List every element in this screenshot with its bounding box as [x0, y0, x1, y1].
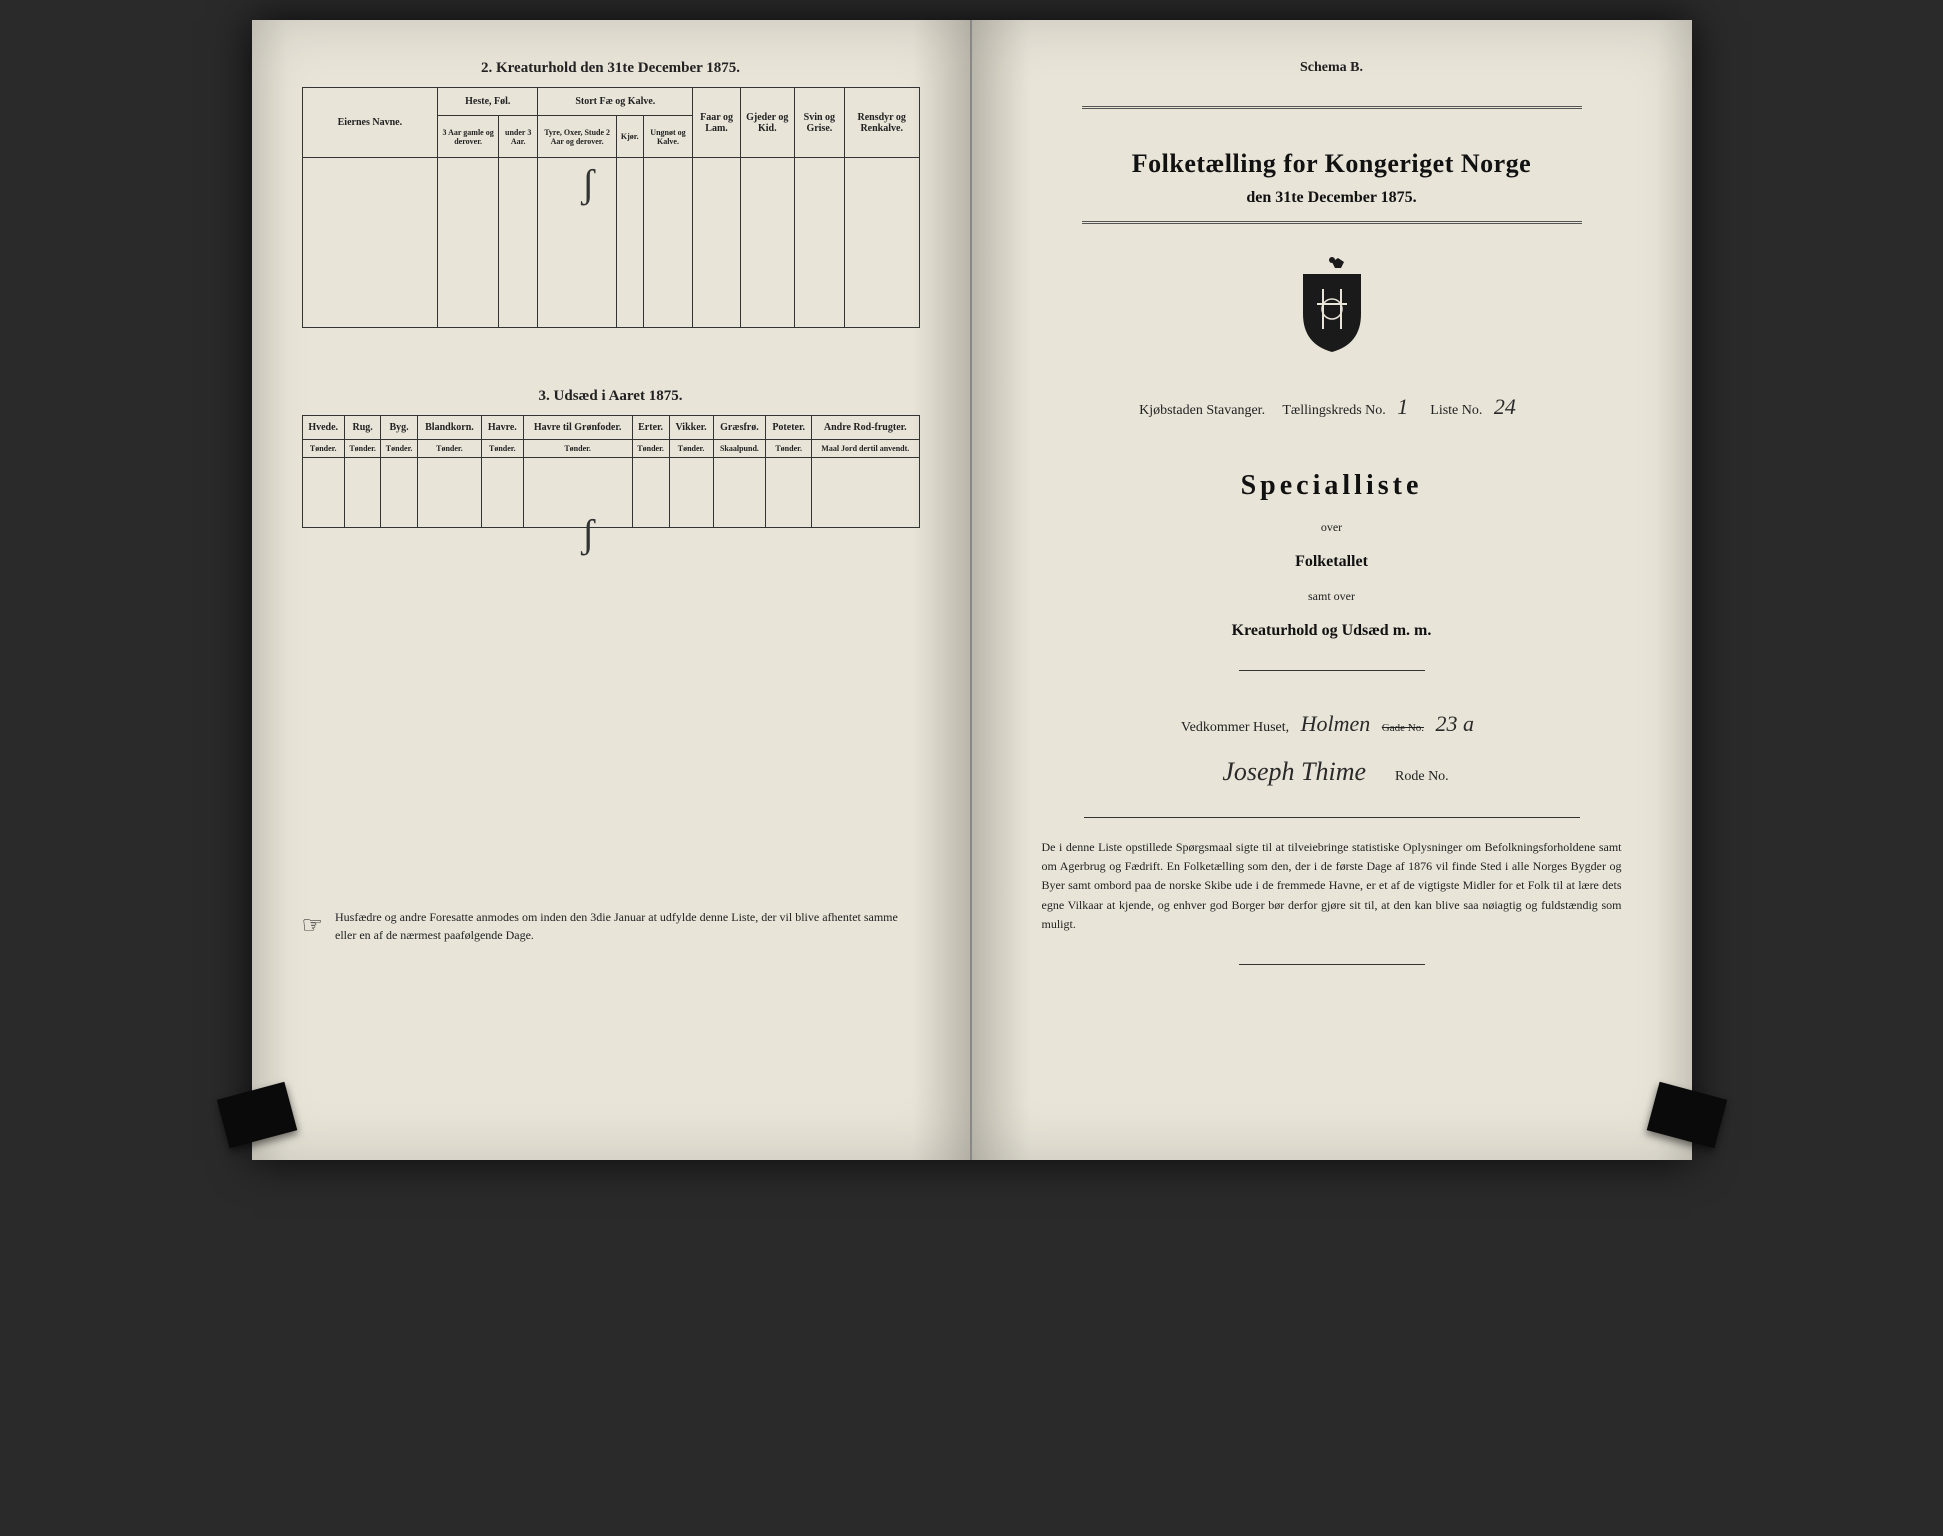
gade-value: 23 a [1427, 711, 1482, 736]
coat-of-arms-icon [1022, 254, 1642, 354]
c5: Havre til Grønfoder. [523, 416, 632, 440]
document-spread: 2. Kreaturhold den 31te December 1875. E… [252, 20, 1692, 1160]
col-c1: Tyre, Oxer, Stude 2 Aar og derover. [538, 116, 617, 158]
divider [1239, 670, 1425, 671]
right-page: Schema B. Folketælling for Kongeriget No… [972, 20, 1692, 1160]
s10: Maal Jord dertil anvendt. [812, 440, 919, 458]
over-label: over [1022, 520, 1642, 535]
house-line: Vedkommer Huset, Holmen Gade No. 23 a [1022, 711, 1642, 737]
c7: Vikker. [669, 416, 713, 440]
left-page: 2. Kreaturhold den 31te December 1875. E… [252, 20, 972, 1160]
c2: Byg. [381, 416, 417, 440]
location-line: Kjøbstaden Stavanger. Tællingskreds No. … [1022, 394, 1642, 420]
liste-label: Liste No. [1430, 403, 1482, 418]
s1: Tønder. [344, 440, 380, 458]
s4: Tønder. [482, 440, 524, 458]
col-c3: Ungnøt og Kalve. [643, 116, 693, 158]
col-owner: Eiernes Navne. [302, 88, 438, 158]
gade-label: Gade No. [1382, 722, 1424, 734]
kreatur-label: Kreaturhold og Udsæd m. m. [1022, 622, 1642, 640]
c6: Erter. [632, 416, 669, 440]
col-goats: Gjeder og Kid. [740, 88, 794, 158]
col-reindeer: Rensdyr og Renkalve. [844, 88, 919, 158]
s6: Tønder. [632, 440, 669, 458]
folketallet-label: Folketallet [1022, 553, 1642, 571]
document-subtitle: den 31te December 1875. [1022, 189, 1642, 207]
c1: Rug. [344, 416, 380, 440]
signature-line: Joseph Thime Rode No. [1022, 757, 1642, 787]
s5: Tønder. [523, 440, 632, 458]
s8: Skaalpund. [713, 440, 766, 458]
specialliste-heading: Specialliste [1022, 470, 1642, 502]
section2-title: 2. Kreaturhold den 31te December 1875. [302, 60, 920, 77]
binder-clip-icon [1646, 1082, 1727, 1148]
s3: Tønder. [417, 440, 481, 458]
table-row [302, 458, 919, 528]
c0: Hvede. [302, 416, 344, 440]
s9: Tønder. [766, 440, 812, 458]
c10: Andre Rod-frugter. [812, 416, 919, 440]
crop-table: Hvede. Rug. Byg. Blandkorn. Havre. Havre… [302, 415, 920, 528]
livestock-table: Eiernes Navne. Heste, Føl. Stort Fæ og K… [302, 87, 920, 328]
binder-clip-icon [216, 1082, 297, 1148]
kreds-value: 1 [1389, 394, 1416, 419]
footer-note: ☞ Husfædre og andre Foresatte anmodes om… [302, 908, 920, 944]
samt-label: samt over [1022, 589, 1642, 604]
rode-label: Rode No. [1395, 769, 1449, 784]
house-name: Holmen [1293, 711, 1379, 736]
title-rule-top [1082, 106, 1582, 109]
divider-3 [1239, 964, 1425, 965]
section3-title: 3. Udsæd i Aaret 1875. [302, 388, 920, 405]
col-h2: under 3 Aar. [499, 116, 538, 158]
location-label: Kjøbstaden Stavanger. [1139, 403, 1265, 418]
schema-label: Schema B. [1022, 60, 1642, 76]
table-row [302, 158, 919, 328]
c3: Blandkorn. [417, 416, 481, 440]
col-pigs: Svin og Grise. [794, 88, 844, 158]
document-title: Folketælling for Kongeriget Norge [1022, 149, 1642, 179]
s7: Tønder. [669, 440, 713, 458]
pointing-hand-icon: ☞ [302, 908, 324, 944]
signature: Joseph Thime [1214, 757, 1374, 786]
col-horses: Heste, Føl. [438, 88, 538, 116]
footer-text: Husfædre og andre Foresatte anmodes om i… [335, 908, 919, 944]
col-c2: Kjør. [616, 116, 643, 158]
title-rule-bottom [1082, 221, 1582, 224]
c8: Græsfrø. [713, 416, 766, 440]
kreds-label: Tællingskreds No. [1282, 403, 1385, 418]
s0: Tønder. [302, 440, 344, 458]
col-sheep: Faar og Lam. [693, 88, 740, 158]
instructions-paragraph: De i denne Liste opstillede Spørgsmaal s… [1022, 838, 1642, 934]
liste-value: 24 [1486, 394, 1524, 419]
col-cattle: Stort Fæ og Kalve. [538, 88, 693, 116]
divider-2 [1084, 817, 1580, 818]
c4: Havre. [482, 416, 524, 440]
s2: Tønder. [381, 440, 417, 458]
col-h1: 3 Aar gamle og derover. [438, 116, 499, 158]
vedkommer-label: Vedkommer Huset, [1181, 720, 1289, 735]
c9: Poteter. [766, 416, 812, 440]
